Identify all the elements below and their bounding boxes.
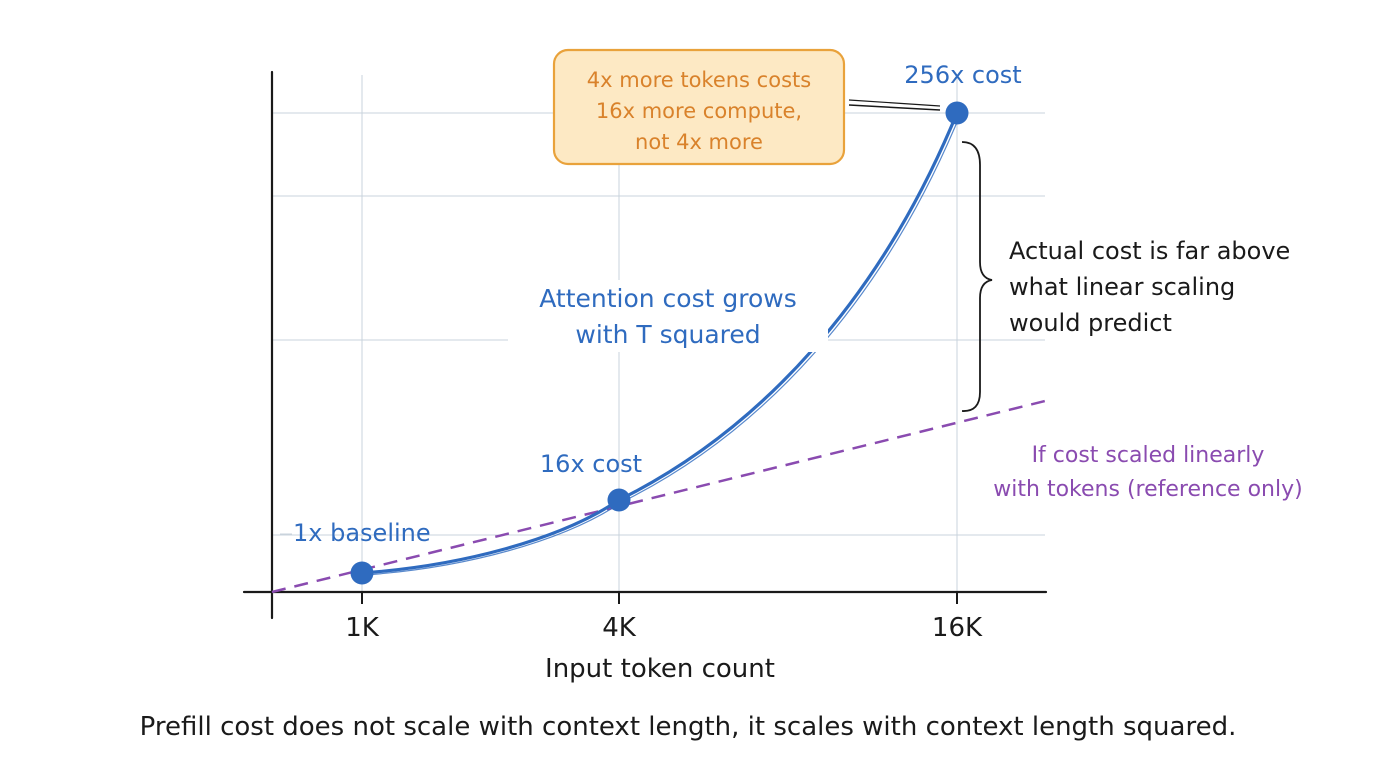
callout-text: 4x more tokens costs 16x more compute, not…	[587, 68, 811, 154]
data-point	[607, 488, 631, 512]
x-axis-label: Input token count	[545, 654, 775, 684]
quadratic-cost-curve-sketch	[364, 114, 961, 576]
callout-pointer	[848, 104, 941, 111]
callout-pointer	[848, 99, 941, 107]
callout-text-line: 4x more tokens costs	[587, 68, 811, 92]
linear-reference-line	[271, 399, 1046, 594]
x-tick-label: 4K	[602, 613, 637, 643]
data-point	[945, 101, 969, 125]
axes: 1K 4K 16K Input token count	[242, 70, 1048, 684]
callout-text-line: not 4x more	[635, 130, 763, 154]
curve-note-text-line: Attention cost grows	[539, 284, 797, 313]
point-label: 256x cost	[904, 61, 1021, 89]
callout-box	[552, 48, 846, 166]
x-tick-label: 1K	[345, 613, 380, 643]
gap-note-text-line: Actual cost is far above	[1009, 237, 1290, 265]
linear-note-text-line: If cost scaled linearly	[1032, 443, 1265, 468]
gap-note-text-line: what linear scaling	[1009, 273, 1235, 301]
linear-note-text: If cost scaled linearly with tokens (refe…	[993, 443, 1302, 502]
quadratic-cost-curve	[360, 111, 959, 575]
chart-caption: Prefill cost does not scale with context…	[139, 712, 1237, 742]
curve-note-bg	[508, 280, 828, 352]
gap-note-text: Actual cost is far above what linear scal…	[1009, 237, 1290, 337]
x-tick-label: 16K	[932, 613, 983, 643]
callout-text-line: 16x more compute,	[596, 99, 802, 123]
curve-note: Attention cost grows with T squared	[508, 280, 828, 352]
linear-note-text-line: with tokens (reference only)	[993, 477, 1302, 502]
gap-brace	[961, 141, 993, 412]
data-point	[350, 561, 374, 585]
series	[271, 101, 1046, 594]
curve-note-text: Attention cost grows with T squared	[539, 284, 797, 349]
gap-note-text-line: would predict	[1009, 309, 1172, 337]
point-label: 1x baseline	[293, 519, 431, 547]
curve-note-text-line: with T squared	[575, 320, 760, 349]
point-label: 16x cost	[540, 450, 642, 478]
labels: 1x baseline 16x cost 256x cost 4x more toke…	[280, 48, 1303, 547]
